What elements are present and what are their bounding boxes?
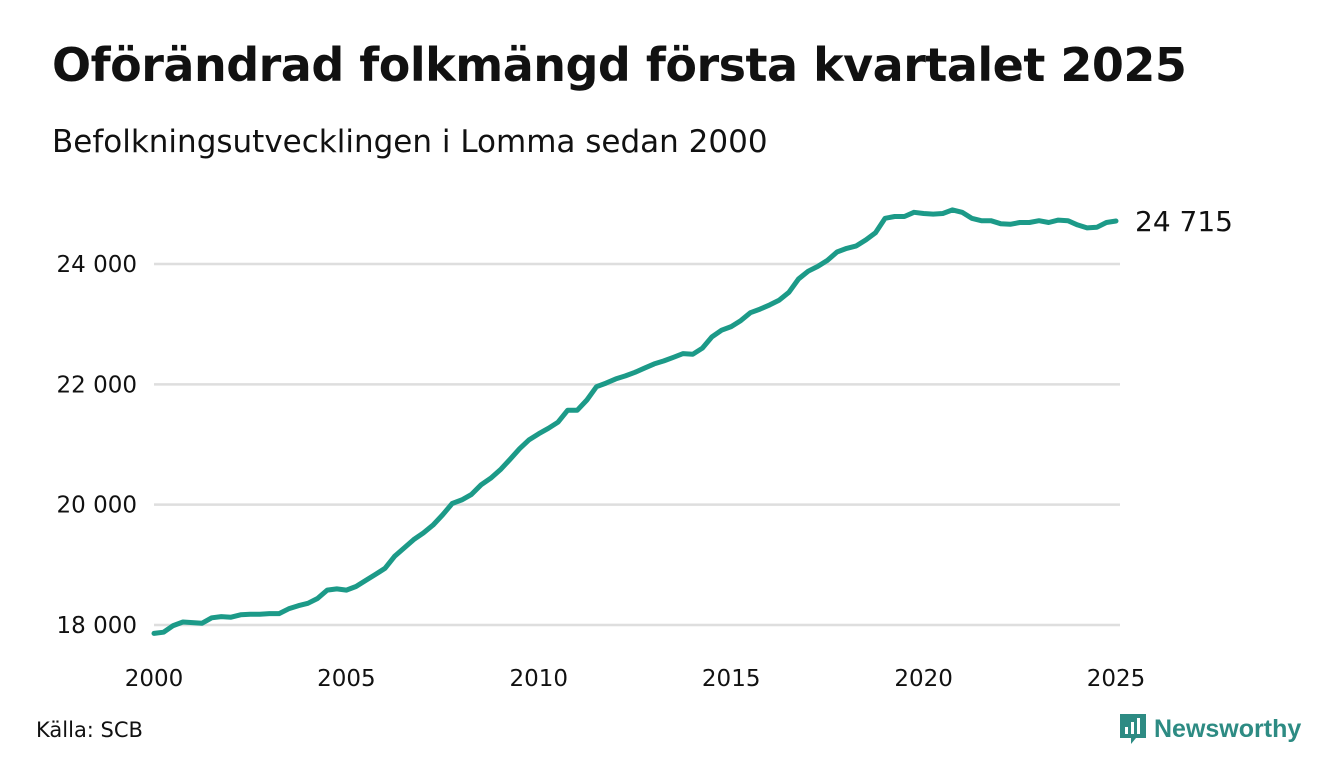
chart-title: Oförändrad folkmängd första kvartalet 20… xyxy=(52,38,1187,92)
x-tick-label: 2015 xyxy=(702,666,761,692)
x-tick-label: 2010 xyxy=(510,666,569,692)
series-group xyxy=(151,207,1119,636)
y-axis-labels: 18 000 20 000 22 000 24 000 xyxy=(57,252,137,639)
x-tick-label: 2020 xyxy=(894,666,953,692)
y-tick-label: 22 000 xyxy=(57,372,137,398)
x-axis-labels: 2000 2005 2010 2015 2020 2025 xyxy=(125,666,1146,692)
end-value-label: 24 715 xyxy=(1135,205,1233,238)
chart-subtitle: Befolkningsutvecklingen i Lomma sedan 20… xyxy=(52,124,768,160)
brand-name: Newsworthy xyxy=(1154,714,1302,743)
brand-logo: Newsworthy xyxy=(1118,712,1301,746)
y-tick-label: 20 000 xyxy=(57,493,137,519)
x-tick-label: 2005 xyxy=(317,666,376,692)
y-tick-label: 24 000 xyxy=(57,252,137,278)
source-note: Källa: SCB xyxy=(36,718,143,742)
y-tick-label: 18 000 xyxy=(57,613,137,639)
x-tick-label: 2025 xyxy=(1087,666,1146,692)
x-tick-label: 2000 xyxy=(125,666,184,692)
population-line xyxy=(151,207,1119,636)
newsworthy-logo-icon xyxy=(1120,714,1146,744)
grid-lines xyxy=(154,262,1120,627)
